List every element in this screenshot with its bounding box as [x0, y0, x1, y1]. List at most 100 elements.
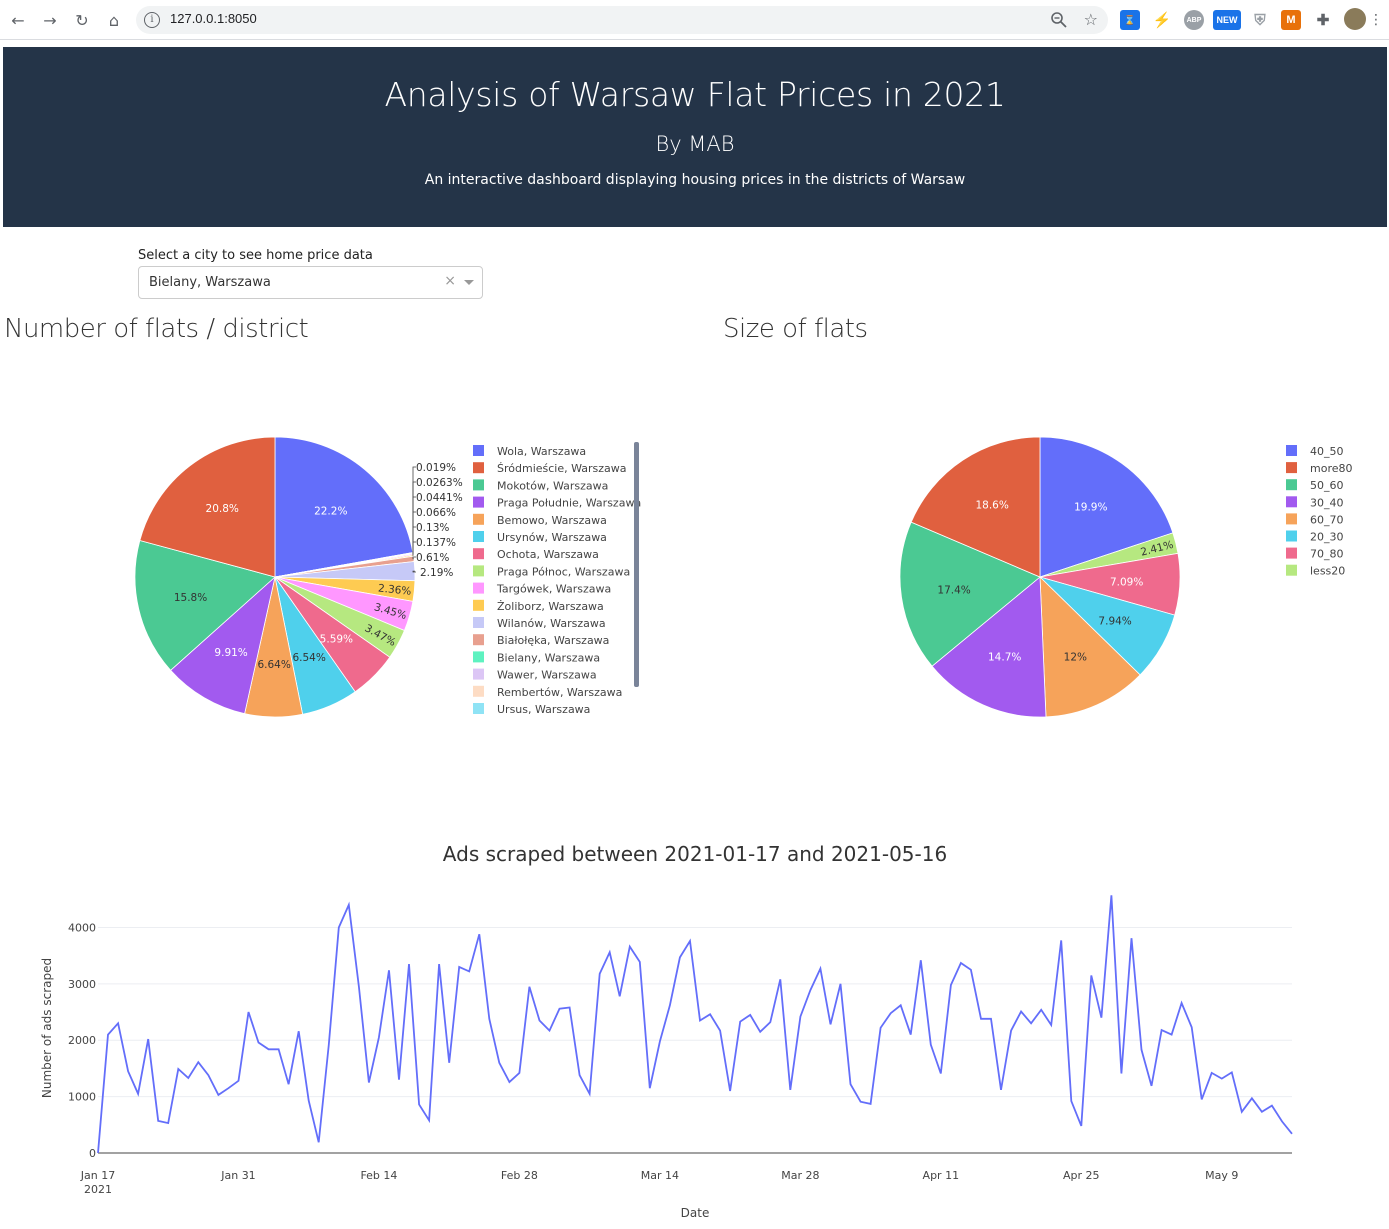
legend-scrollbar[interactable]	[634, 442, 639, 687]
legend-item-s-ro-dmies-cie-warszawa[interactable]: Śródmieście, Warszawa	[497, 462, 627, 475]
legend-swatch[interactable]	[473, 651, 484, 663]
legend-swatch[interactable]	[473, 668, 484, 680]
zoom-icon[interactable]	[1050, 11, 1068, 29]
legend-swatch[interactable]	[473, 531, 484, 542]
legend-item-bemowo-warszawa[interactable]: Bemowo, Warszawa	[497, 514, 607, 527]
legend-swatch[interactable]	[1286, 547, 1297, 559]
legend-item-wilano-w-warszawa[interactable]: Wilanów, Warszawa	[497, 617, 606, 630]
legend-item-ursyno-w-warszawa[interactable]: Ursynów, Warszawa	[497, 531, 607, 544]
legend-swatch[interactable]	[473, 685, 484, 697]
legend-swatch[interactable]	[473, 634, 484, 646]
reload-icon[interactable]: ↻	[75, 10, 89, 30]
legend-swatch[interactable]	[473, 513, 484, 525]
legend-swatch[interactable]	[473, 617, 484, 628]
page-author: By MAB	[655, 132, 735, 156]
legend-item-less20[interactable]: less20	[1310, 565, 1345, 578]
clear-icon[interactable]: ×	[444, 273, 456, 289]
legend-item-60-70[interactable]: 60_70	[1310, 513, 1344, 526]
legend-item-ursus-warszawa[interactable]: Ursus, Warszawa	[497, 703, 590, 716]
legend-swatch[interactable]	[1286, 513, 1297, 525]
legend-item-mokoto-w-warszawa[interactable]: Mokotów, Warszawa	[497, 479, 608, 492]
size-pie-chart[interactable]: 19.9%2.41%7.09%7.94%12%14.7%17.4%18.6%	[899, 436, 1181, 718]
pie-slice-praga-po-udnie-warszawa[interactable]	[170, 575, 276, 715]
pie-slice-30-40[interactable]	[931, 576, 1047, 718]
pie-slice-40-50[interactable]	[1039, 436, 1174, 578]
site-info-icon[interactable]: i	[144, 12, 160, 28]
pie-slice-label: 2.36%	[377, 582, 411, 597]
legend-item-70-80[interactable]: 70_80	[1310, 548, 1344, 561]
legend-item-z-oliborz-warszawa[interactable]: Żoliborz, Warszawa	[497, 600, 604, 613]
address-bar[interactable]: i 127.0.0.1:8050 ☆	[136, 6, 1108, 34]
legend-swatch[interactable]	[473, 479, 484, 491]
legend-swatch[interactable]	[1286, 496, 1297, 508]
district-legend[interactable]: Wola, Warszawa Śródmieście, Warszawa Mokot…	[473, 445, 641, 716]
x-tick-label: Apr 25	[1063, 1169, 1100, 1182]
city-selector-label: Select a city to see home price data	[138, 248, 373, 263]
legend-item-wola-warszawa[interactable]: Wola, Warszawa	[497, 445, 586, 458]
legend-swatch[interactable]	[473, 548, 484, 560]
legend-swatch[interactable]	[473, 496, 484, 508]
legend-item-30-40[interactable]: 30_40	[1310, 496, 1344, 509]
legend-swatch[interactable]	[1286, 530, 1297, 542]
legend-item-targo-wek-warszawa[interactable]: Targówek, Warszawa	[496, 583, 611, 596]
legend-item-ochota-warszawa[interactable]: Ochota, Warszawa	[497, 548, 599, 561]
legend-item-remberto-w-warszawa[interactable]: Rembertów, Warszawa	[497, 686, 622, 699]
x-tick-label: Jan 17	[80, 1169, 115, 1182]
legend-swatch[interactable]	[1286, 564, 1297, 576]
legend-swatch[interactable]	[473, 703, 484, 714]
legend-item-bia-o-e-ka-warszawa[interactable]: Białołęka, Warszawa	[497, 634, 609, 647]
pie-slice-60-70[interactable]	[1039, 576, 1141, 718]
y-tick-label: 2000	[68, 1034, 96, 1047]
pie-slice-label: 20.8%	[206, 503, 239, 515]
legend-item-wawer-warszawa[interactable]: Wawer, Warszawa	[497, 669, 597, 682]
pie-slice-wola-warszawa[interactable]	[274, 436, 414, 578]
legend-swatch[interactable]	[473, 445, 484, 456]
pie-slice-mokoto-w-warszawa[interactable]	[134, 540, 276, 671]
legend-item-20-30[interactable]: 20_30	[1310, 531, 1344, 544]
district-pie-chart[interactable]: 22.2% 0.019% 0.0263% 0.0441% 0.066% 0.13% 0.13…	[134, 436, 463, 718]
legend-swatch[interactable]	[1286, 445, 1297, 456]
legend-swatch[interactable]	[1286, 462, 1297, 474]
legend-item-more80[interactable]: more80	[1310, 462, 1353, 475]
forward-icon[interactable]: →	[43, 10, 57, 30]
legend-swatch[interactable]	[473, 582, 484, 594]
legend-item-50-60[interactable]: 50_60	[1310, 479, 1344, 492]
puzzle-icon[interactable]: ✚	[1313, 10, 1333, 30]
pie-slice-label: 0.0263%	[416, 477, 463, 489]
legend-item-praga-po-noc-warszawa[interactable]: Praga Północ, Warszawa	[497, 565, 630, 578]
legend-swatch[interactable]	[473, 565, 484, 577]
bolt-extension-icon[interactable]: ⚡	[1152, 10, 1172, 30]
back-icon[interactable]: ←	[11, 10, 25, 30]
legend-item-bielany-warszawa[interactable]: Bielany, Warszawa	[497, 651, 600, 664]
avatar[interactable]	[1344, 8, 1366, 30]
m-extension-icon[interactable]: M	[1281, 10, 1301, 30]
menu-icon[interactable]: ⋮	[1369, 12, 1383, 28]
legend-swatch[interactable]	[1286, 479, 1297, 491]
ads-line-chart[interactable]: Ads scraped between 2021-01-17 and 2021-…	[40, 842, 1293, 1220]
chevron-down-icon[interactable]	[464, 280, 474, 285]
page-title: Analysis of Warsaw Flat Prices in 2021	[384, 75, 1006, 114]
hourglass-extension-icon[interactable]: ⌛	[1120, 10, 1140, 30]
legend-item-praga-po-udnie-warszawa[interactable]: Praga Południe, Warszawa	[497, 497, 641, 510]
x-tick-label: Apr 11	[923, 1169, 960, 1182]
city-dropdown[interactable]: Bielany, Warszawa ×	[138, 266, 483, 299]
bookmark-star-icon[interactable]: ☆	[1083, 10, 1098, 29]
x-axis-title: Date	[681, 1206, 710, 1220]
legend-swatch[interactable]	[473, 462, 484, 474]
pie-slice-50-60[interactable]	[899, 521, 1041, 667]
size-legend[interactable]: 40_50 more80 50_60 30_40 60_70 20_30 70_80less…	[1286, 445, 1353, 578]
shield-extension-icon[interactable]: ⛨	[1250, 10, 1270, 30]
adblock-icon[interactable]: ABP	[1184, 10, 1204, 30]
size-chart-title: Size of flats	[723, 314, 868, 344]
city-dropdown-value: Bielany, Warszawa	[149, 275, 271, 290]
new-extension-icon[interactable]: NEW	[1213, 10, 1241, 30]
legend-swatch[interactable]	[473, 599, 484, 611]
pie-label-leader	[412, 541, 416, 557]
ads-series-line[interactable]	[97, 895, 1293, 1154]
pie-slice-s-ro-dmies-cie-warszawa[interactable]	[139, 436, 276, 578]
pie-slice-label: 12%	[1064, 651, 1087, 663]
legend-item-40-50[interactable]: 40_50	[1310, 445, 1344, 458]
pie-label-leader	[412, 570, 416, 573]
pie-slice-more80[interactable]	[910, 436, 1041, 578]
home-icon[interactable]: ⌂	[108, 10, 120, 30]
